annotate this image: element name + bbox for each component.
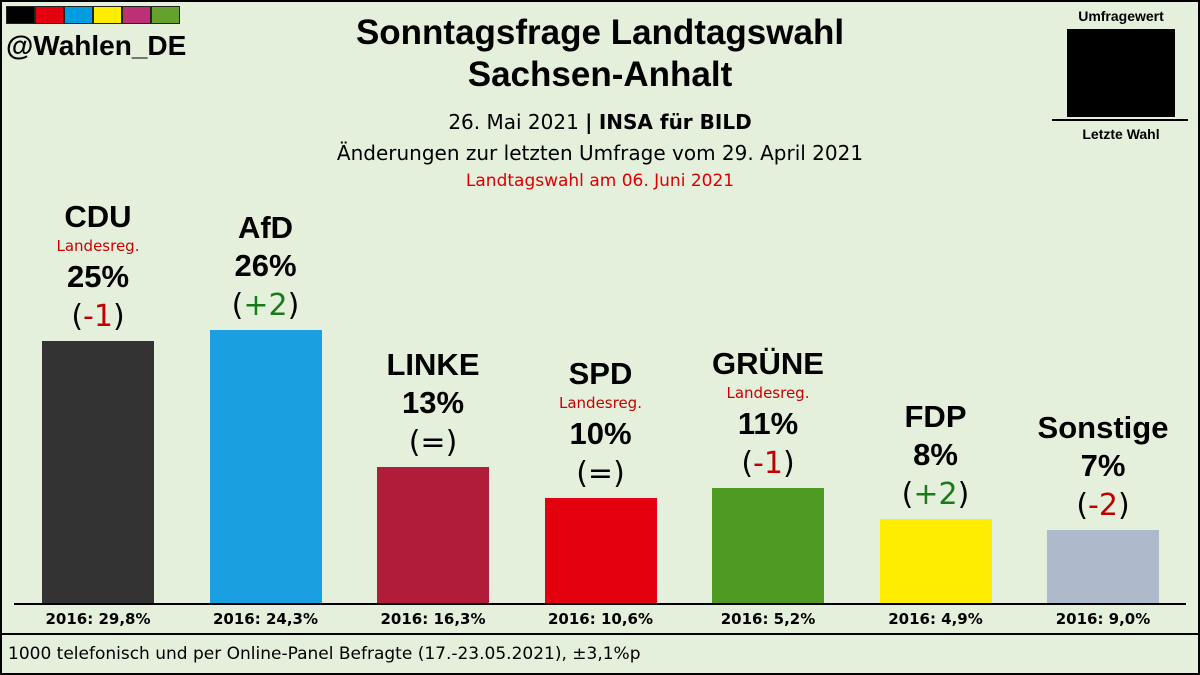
- value-label: 26%: [234, 248, 297, 283]
- brand-stripe-swatch: [6, 6, 35, 24]
- bar-linke: [377, 466, 489, 603]
- previous-election-label: 2016: 24,3%: [212, 610, 318, 628]
- value-label: 8%: [913, 437, 958, 472]
- change-value: =: [420, 424, 446, 460]
- bar-fdp: [879, 519, 992, 603]
- party-name: LINKE: [386, 346, 480, 382]
- survey-date-line: 26. Mai 2021 | INSA für BILD: [270, 110, 930, 134]
- change-label: (+2): [901, 477, 970, 512]
- election-date-note: Landtagswahl am 06. Juni 2021: [465, 171, 735, 191]
- party-name: GRÜNE: [712, 345, 824, 381]
- separator: |: [585, 110, 593, 134]
- change-value: -1: [753, 445, 783, 481]
- legend-poll-label: Umfragewert: [1078, 8, 1164, 24]
- party-name: AfD: [237, 210, 294, 245]
- bar-label-group-fdp: FDP 8% (+2): [856, 399, 1016, 515]
- footer-note: 1000 telefonisch und per Online-Panel Be…: [8, 644, 641, 664]
- changes-note: Änderungen zur letzten Umfrage vom 29. A…: [336, 141, 864, 165]
- change-value: -2: [1088, 487, 1118, 523]
- legend-bar-swatch: [1067, 29, 1175, 117]
- brand-stripe-swatch: [93, 6, 122, 24]
- title-line-1: Sonntagsfrage Landtagswahl: [355, 13, 845, 52]
- change-value: =: [587, 456, 614, 491]
- party-name: SPD: [568, 356, 633, 391]
- bar-spd: [544, 498, 657, 603]
- brand-stripe-swatch: [122, 6, 151, 24]
- bar-label-group-gruene: GRÜNE Landesreg. 11% (-1): [688, 346, 848, 484]
- change-label: (=): [576, 456, 625, 491]
- previous-election-label: 2016: 10,6%: [547, 610, 653, 628]
- chart-title: Sonntagsfrage Landtagswahl Sachsen-Anhal…: [270, 12, 930, 96]
- value-label: 11%: [737, 405, 799, 441]
- change-label: (=): [408, 424, 458, 460]
- title-line-2: Sachsen-Anhalt: [467, 55, 733, 94]
- party-name: FDP: [904, 399, 967, 434]
- chart-baseline: [14, 603, 1186, 605]
- bar-label-group-spd: SPD Landesreg. 10% (=): [521, 356, 681, 494]
- change-value: -1: [83, 298, 113, 334]
- previous-election-label: 2016: 4,9%: [888, 610, 983, 628]
- value-label: 10%: [569, 416, 632, 451]
- value-label: 7%: [1080, 447, 1126, 483]
- account-handle: @Wahlen_DE: [6, 30, 187, 61]
- brand-stripe-swatch: [151, 6, 180, 24]
- change-label: (-2): [1076, 487, 1130, 523]
- brand-stripe-swatch: [64, 6, 93, 24]
- bar-label-group-cdu: CDU Landesreg. 25% (-1): [18, 199, 178, 337]
- bar-afd: [209, 330, 322, 603]
- footer-divider: [0, 633, 1200, 635]
- change-label: (-1): [741, 445, 795, 481]
- government-label: Landesreg.: [726, 383, 810, 402]
- brand-color-stripe: [6, 6, 180, 24]
- survey-date: 26. Mai 2021: [448, 110, 579, 134]
- bar-cdu: [42, 340, 154, 603]
- bar-label-group-afd: AfD 26% (+2): [186, 210, 346, 326]
- value-label: 25%: [66, 258, 130, 294]
- previous-election-label: 2016: 29,8%: [45, 610, 151, 628]
- change-value: +2: [243, 288, 288, 323]
- party-name: CDU: [64, 198, 132, 234]
- survey-institute: INSA für BILD: [598, 110, 752, 134]
- previous-election-label: 2016: 16,3%: [380, 610, 486, 628]
- legend-divider: [1052, 119, 1188, 121]
- change-value: +2: [913, 477, 958, 512]
- bar-label-group-sonstige: Sonstige 7% (-2): [1023, 410, 1183, 526]
- legend-last-election-label: Letzte Wahl: [1082, 126, 1160, 142]
- change-label: (+2): [231, 288, 300, 323]
- party-name: Sonstige: [1037, 409, 1169, 445]
- government-label: Landesreg.: [56, 236, 140, 255]
- brand-stripe-swatch: [35, 6, 64, 24]
- change-label: (-1): [71, 298, 125, 334]
- previous-election-label: 2016: 5,2%: [720, 610, 816, 628]
- previous-election-label: 2016: 9,0%: [1055, 610, 1151, 628]
- bar-sonstige: [1047, 529, 1159, 603]
- bar-label-group-linke: LINKE 13% (=): [353, 347, 513, 463]
- bar-gruene: [712, 487, 824, 603]
- government-label: Landesreg.: [559, 394, 642, 412]
- value-label: 13%: [401, 384, 465, 420]
